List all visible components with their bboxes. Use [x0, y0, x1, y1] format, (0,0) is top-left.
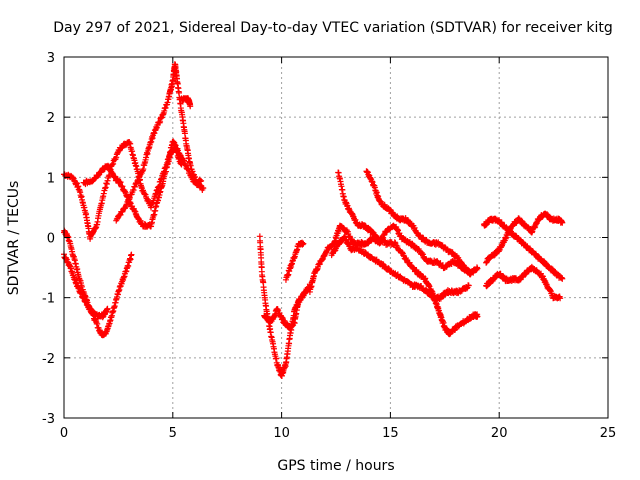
- data-point: [94, 172, 101, 179]
- data-point: [104, 305, 111, 312]
- x-tick-label: 10: [273, 426, 290, 441]
- data-point: [119, 183, 126, 190]
- y-axis-label: SDTVAR / TECUs: [6, 181, 22, 296]
- data-point: [100, 193, 107, 200]
- x-tick-label: 0: [60, 426, 68, 441]
- series-track-e: [113, 61, 207, 224]
- data-point: [102, 185, 109, 192]
- data-point: [557, 295, 564, 302]
- data-point: [559, 219, 566, 226]
- data-point: [121, 205, 128, 212]
- data-point: [134, 177, 141, 184]
- data-point: [399, 249, 406, 256]
- x-tick-label: 5: [169, 426, 177, 441]
- x-tick-label: 20: [491, 426, 508, 441]
- series-track-i: [282, 239, 307, 283]
- data-point: [465, 282, 472, 289]
- y-tick-label: -3: [42, 412, 55, 427]
- data-point: [135, 177, 142, 184]
- data-point: [474, 265, 481, 272]
- data-point: [474, 313, 481, 320]
- data-point: [130, 187, 137, 194]
- data-point: [103, 180, 110, 187]
- series-track-n: [483, 263, 564, 302]
- data-point: [141, 190, 148, 197]
- data-point: [117, 211, 124, 218]
- y-tick-label: 3: [47, 51, 55, 66]
- series-track-h: [261, 296, 303, 332]
- data-point: [123, 193, 130, 200]
- x-tick-label: 25: [600, 426, 617, 441]
- data-point: [126, 194, 133, 201]
- data-point: [121, 188, 128, 195]
- data-point: [411, 224, 418, 231]
- data-point: [467, 270, 474, 277]
- data-point: [178, 161, 185, 168]
- data-points: [61, 61, 566, 379]
- data-point: [123, 202, 130, 209]
- data-point: [198, 177, 205, 184]
- data-point: [125, 199, 132, 206]
- data-point: [406, 259, 413, 266]
- grid-lines: [64, 57, 608, 418]
- x-tick-label: 15: [382, 426, 399, 441]
- data-point: [187, 103, 194, 110]
- series-track-c: [61, 251, 111, 321]
- data-point: [117, 179, 124, 186]
- data-point: [152, 191, 159, 198]
- series-track-m: [363, 168, 474, 278]
- chart-title: Day 297 of 2021, Sidereal Day-to-day VTE…: [53, 20, 613, 36]
- series-track-l: [335, 169, 481, 338]
- data-point: [153, 190, 160, 197]
- y-tick-label: 2: [47, 111, 55, 126]
- y-tick-label: 0: [47, 232, 55, 247]
- data-point: [128, 251, 135, 258]
- series-track-o: [480, 215, 566, 282]
- data-point: [104, 177, 111, 184]
- data-point: [391, 239, 398, 246]
- y-tick-label: -2: [42, 352, 55, 367]
- data-point: [300, 240, 307, 247]
- data-point: [113, 216, 120, 223]
- data-point: [394, 243, 401, 250]
- data-point: [133, 181, 140, 188]
- data-point: [100, 190, 107, 197]
- series-track-f: [178, 94, 194, 110]
- data-point: [110, 160, 117, 167]
- y-tick-label: 1: [47, 171, 55, 186]
- data-point: [420, 251, 427, 258]
- data-point: [102, 184, 109, 191]
- data-point: [184, 165, 191, 172]
- y-tick-label: -1: [42, 292, 55, 307]
- data-point: [113, 154, 120, 161]
- data-point: [153, 187, 160, 194]
- x-axis-label: GPS time / hours: [277, 458, 394, 474]
- axes-ticks: 0 5 10 15 20 25 -3 -2 -1 0 1 2 3: [42, 51, 616, 441]
- series-track-p: [483, 210, 566, 266]
- data-point: [296, 296, 303, 303]
- data-point: [200, 185, 207, 192]
- data-point: [459, 261, 466, 268]
- data-point: [559, 275, 566, 282]
